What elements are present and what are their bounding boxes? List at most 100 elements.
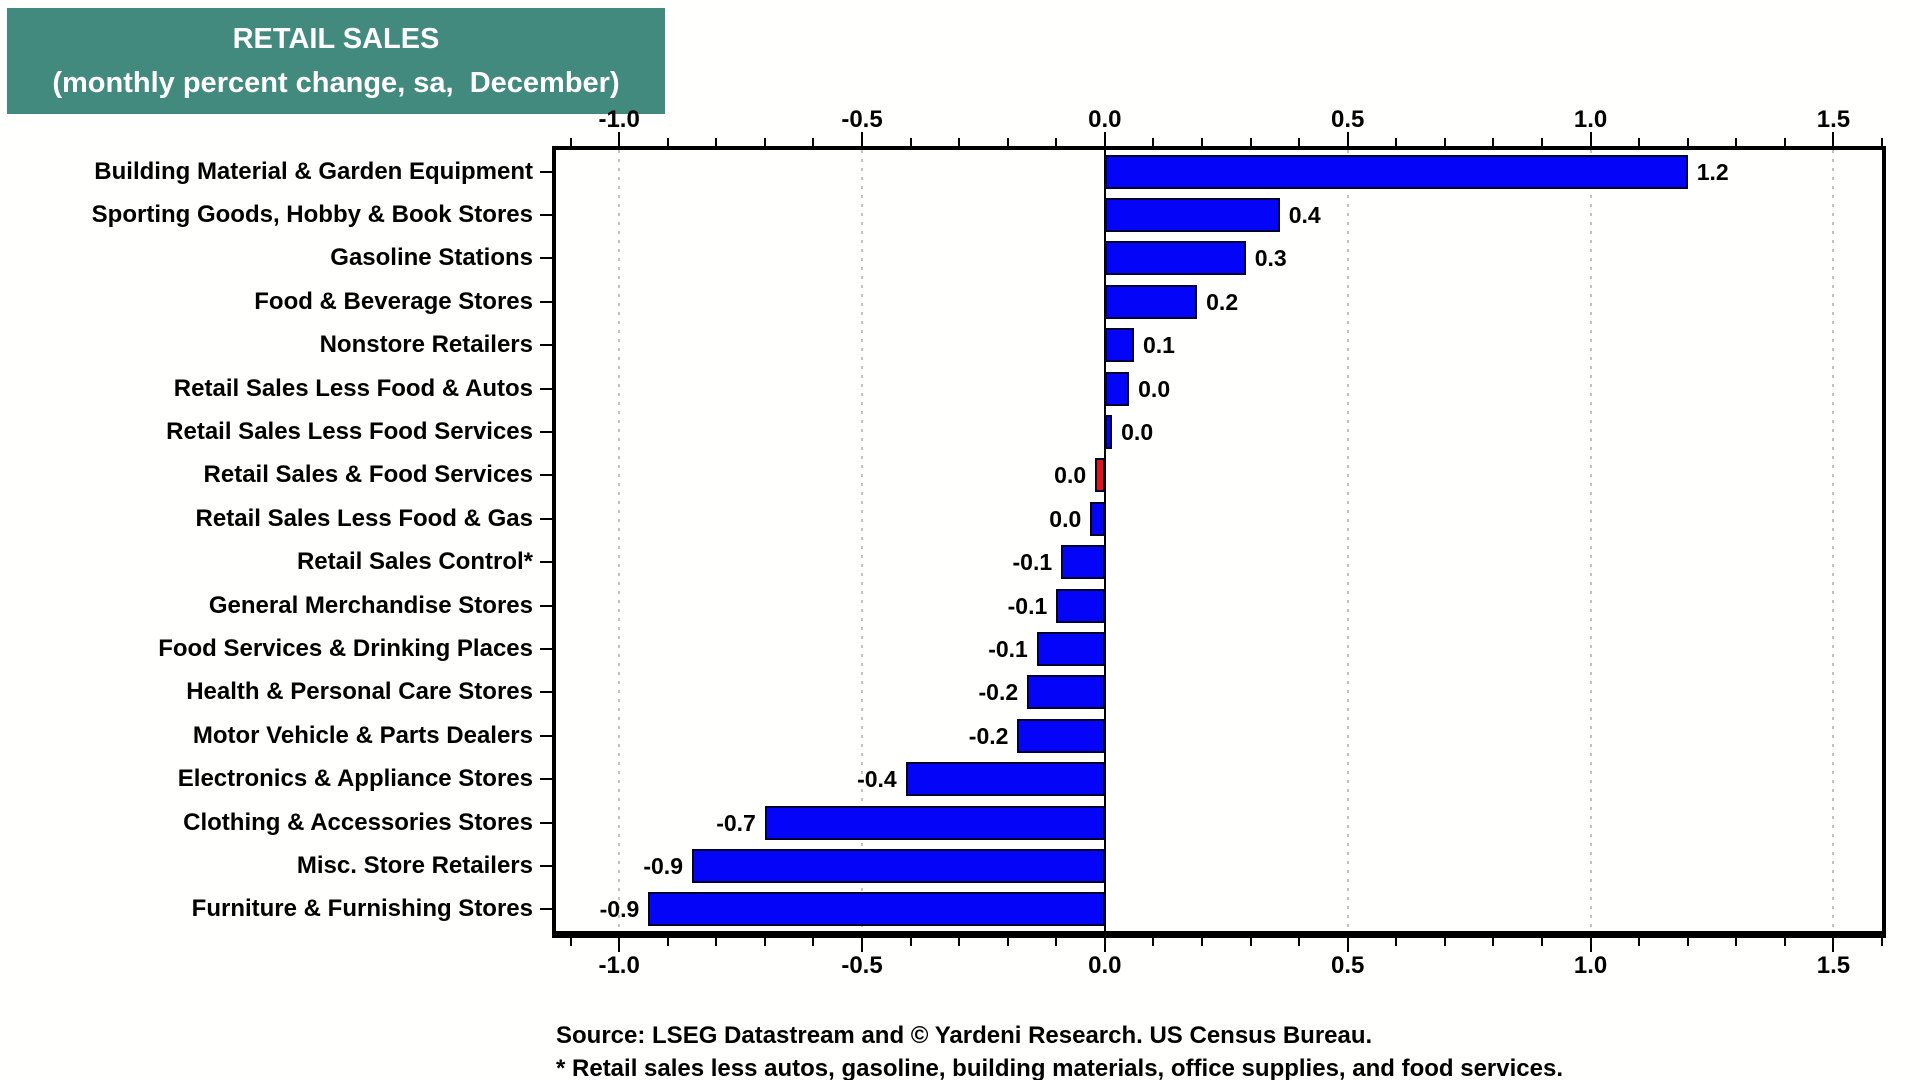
x-axis-minor-tick-top (1249, 138, 1252, 146)
bar-value-label: 0.0 (1121, 419, 1154, 446)
category-tick (540, 561, 552, 564)
x-axis-label-top: -0.5 (841, 106, 883, 133)
bar (1056, 588, 1105, 623)
x-axis-label-top: 1.5 (1816, 106, 1851, 133)
category-tick (540, 778, 552, 781)
bar-value-label: 1.2 (1696, 158, 1729, 185)
gridline (1346, 150, 1349, 931)
category-tick (540, 604, 552, 607)
bar (1017, 718, 1105, 753)
bar (692, 848, 1105, 883)
x-axis-minor-tick-top (1443, 138, 1446, 146)
x-axis-minor-tick-bottom (1686, 938, 1689, 946)
x-axis-minor-tick-top (1492, 138, 1495, 146)
category-label: Building Material & Garden Equipment (94, 157, 533, 185)
bar-value-label: -0.4 (857, 766, 897, 793)
x-axis-major-tick-top (861, 132, 863, 146)
chart-subtitle: (monthly percent change, sa, December) (52, 67, 620, 99)
category-label: Retail Sales Less Food & Autos (173, 374, 533, 402)
category-tick (540, 214, 552, 217)
chart-title: RETAIL SALES (232, 23, 440, 55)
x-axis-major-tick-bottom (1103, 938, 1106, 952)
bar-value-label: 0.4 (1288, 202, 1321, 229)
category-tick (540, 734, 552, 737)
x-axis-label-bottom: 0.0 (1088, 952, 1122, 979)
category-label: Electronics & Appliance Stores (177, 765, 533, 793)
bar (1104, 284, 1198, 319)
x-axis-minor-tick-top (1201, 138, 1203, 146)
x-axis-minor-tick-top (666, 138, 669, 146)
gridline (1832, 150, 1835, 931)
gridline (618, 150, 621, 931)
x-axis-minor-tick-bottom (1395, 938, 1398, 946)
x-axis-minor-tick-bottom (1735, 938, 1738, 946)
x-axis-minor-tick-bottom (666, 938, 669, 946)
x-axis-label-bottom: -0.5 (841, 952, 883, 979)
x-axis-minor-tick-top (1055, 138, 1058, 146)
x-axis-minor-tick-top (1006, 138, 1009, 146)
x-axis-minor-tick-bottom (763, 938, 766, 946)
x-axis-minor-tick-top (909, 138, 912, 146)
category-label: Furniture & Furnishing Stores (191, 895, 533, 923)
bar (1104, 328, 1134, 363)
category-label: Motor Vehicle & Parts Dealers (192, 721, 533, 749)
bar (1027, 675, 1105, 710)
category-label: General Merchandise Stores (208, 591, 533, 619)
x-axis-label-top: 1.0 (1573, 106, 1608, 133)
category-tick (540, 300, 552, 303)
x-axis-major-tick-top (1832, 132, 1835, 146)
bar-value-label: 0.0 (1138, 375, 1171, 402)
source-line: Source: LSEG Datastream and © Yardeni Re… (556, 1022, 1373, 1049)
category-label: Food & Beverage Stores (254, 287, 533, 315)
x-axis-minor-tick-bottom (1055, 938, 1058, 946)
bar (1061, 545, 1105, 580)
x-axis-minor-tick-top (1298, 138, 1301, 146)
category-label: Health & Personal Care Stores (186, 678, 533, 706)
category-tick (540, 431, 552, 434)
bar-value-label: -0.1 (1007, 592, 1048, 619)
category-tick (540, 821, 552, 824)
x-axis-major-tick-top (1103, 132, 1106, 146)
x-axis-major-tick-top (1589, 132, 1592, 146)
category-label: Misc. Store Retailers (296, 851, 533, 879)
x-axis-minor-tick-bottom (1201, 938, 1203, 946)
x-axis-minor-tick-bottom (1541, 938, 1543, 946)
x-axis-major-tick-bottom (1832, 938, 1835, 952)
bar-value-label: -0.7 (716, 809, 756, 836)
chart-title-box: RETAIL SALES (monthly percent change, sa… (7, 8, 665, 114)
x-axis-minor-tick-bottom (958, 938, 961, 946)
bar-value-label: 0.0 (1049, 505, 1082, 532)
category-tick (540, 864, 552, 867)
source-note: Source: LSEG Datastream and © Yardeni Re… (556, 1019, 1563, 1080)
x-axis-minor-tick-bottom (1492, 938, 1495, 946)
category-label: Gasoline Stations (330, 244, 533, 272)
x-axis-minor-tick-bottom (1881, 938, 1883, 946)
x-axis-label-top: 0.5 (1331, 106, 1365, 133)
x-axis-minor-tick-top (1541, 138, 1543, 146)
x-axis-label-bottom: -1.0 (598, 952, 640, 979)
x-axis-minor-tick-top (958, 138, 961, 146)
x-axis-minor-tick-top (1735, 138, 1738, 146)
bar (1104, 154, 1688, 189)
bar-value-label: -0.9 (599, 896, 640, 923)
category-tick (540, 170, 552, 173)
category-tick (540, 387, 552, 390)
bar-value-label: -0.1 (1012, 549, 1053, 576)
x-axis-minor-tick-top (1686, 138, 1689, 146)
category-tick (540, 344, 552, 347)
category-label: Nonstore Retailers (319, 331, 533, 359)
x-axis-minor-tick-bottom (1298, 938, 1301, 946)
category-label: Sporting Goods, Hobby & Book Stores (91, 201, 533, 229)
category-label: Retail Sales Less Food Services (166, 418, 533, 446)
zero-axis-line (1103, 150, 1106, 931)
plot-frame (552, 146, 1886, 938)
bar (1104, 241, 1246, 276)
category-label: Clothing & Accessories Stores (183, 808, 533, 836)
x-axis-minor-tick-bottom (812, 938, 815, 946)
bar-negative-highlight (1095, 458, 1105, 493)
x-axis-minor-tick-top (1638, 138, 1641, 146)
x-axis-minor-tick-top (763, 138, 766, 146)
bar (1104, 371, 1130, 406)
bar (905, 762, 1105, 797)
